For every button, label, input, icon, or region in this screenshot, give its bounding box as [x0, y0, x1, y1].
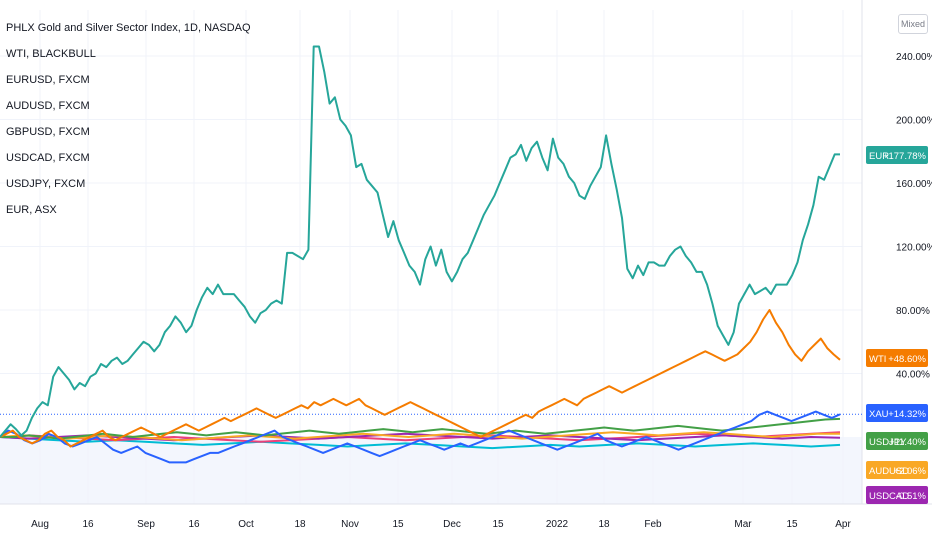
x-tick-label: Nov	[341, 519, 359, 530]
value-badge-name: EUR	[869, 151, 889, 162]
value-badge-value: +177.78%	[883, 151, 927, 162]
baseline-area	[0, 437, 862, 504]
x-tick-label: Apr	[835, 519, 851, 530]
value-badge-audusd	[866, 461, 928, 479]
x-tick-label: Dec	[443, 519, 461, 530]
legend-entry-1[interactable]: EURUSD, FXCM	[6, 74, 90, 86]
value-badge-value: +11.40%	[889, 437, 927, 448]
legend-entry-4[interactable]: USDCAD, FXCM	[6, 152, 90, 164]
x-tick-label: 16	[82, 519, 94, 530]
series-line-usdcad	[0, 432, 841, 442]
series-line-eurusd	[0, 436, 841, 450]
value-badge-name: AUDUSD	[869, 466, 909, 477]
legend-entry-5[interactable]: USDJPY, FXCM	[6, 178, 86, 190]
x-tick-label: 15	[786, 519, 798, 530]
x-tick-label: Sep	[137, 519, 155, 530]
scale-mode-button[interactable]: Mixed	[898, 14, 928, 34]
x-tick-label: 16	[188, 519, 200, 530]
series-line-xau	[0, 410, 841, 464]
series-line-wti	[0, 309, 841, 448]
x-tick-label: Oct	[238, 519, 254, 530]
value-badge-value: -0.51%	[896, 491, 927, 502]
value-badge-wti	[866, 349, 928, 367]
legend-entry-0[interactable]: WTI, BLACKBULL	[6, 48, 96, 60]
y-tick-label: 160.00%	[896, 179, 932, 190]
x-tick-label: 18	[598, 519, 610, 530]
legend: PHLX Gold and Silver Sector Index, 1D, N…	[6, 22, 251, 230]
value-badge-name: XAU	[869, 409, 889, 420]
series-line-audusd	[0, 431, 841, 442]
y-tick-label: 240.00%	[896, 52, 932, 63]
value-badge-xau	[866, 404, 928, 422]
value-badge-name: USDJPY	[869, 437, 907, 448]
series-line-usdjpy	[0, 417, 841, 440]
legend-entry-3[interactable]: GBPUSD, FXCM	[6, 126, 90, 138]
value-badge-value: +14.32%	[888, 409, 926, 420]
series-line-eur	[0, 45, 840, 438]
x-tick-label: 2022	[546, 519, 569, 530]
legend-entry-6[interactable]: EUR, ASX	[6, 204, 57, 216]
y-tick-label: 80.00%	[896, 306, 930, 317]
value-badge-eur	[866, 146, 928, 164]
value-badge-usdjpy	[866, 432, 928, 450]
x-tick-label: 15	[392, 519, 404, 530]
chart-title[interactable]: PHLX Gold and Silver Sector Index, 1D, N…	[6, 22, 251, 34]
x-tick-label: Aug	[31, 519, 49, 530]
y-tick-label: 120.00%	[896, 243, 932, 254]
value-badge-name: USDCAD	[869, 491, 909, 502]
x-tick-label: Mar	[734, 519, 752, 530]
y-tick-label: 200.00%	[896, 116, 932, 127]
legend-entry-2[interactable]: AUDUSD, FXCM	[6, 100, 90, 112]
x-tick-label: Feb	[644, 519, 662, 530]
value-badge-name: WTI	[869, 354, 886, 365]
y-tick-label: 40.00%	[896, 370, 930, 381]
x-tick-label: 15	[492, 519, 504, 530]
x-tick-label: 18	[294, 519, 306, 530]
value-badge-value: +48.60%	[888, 354, 926, 365]
value-badge-usdcad	[866, 486, 928, 504]
value-badge-value: +2.06%	[894, 466, 927, 477]
